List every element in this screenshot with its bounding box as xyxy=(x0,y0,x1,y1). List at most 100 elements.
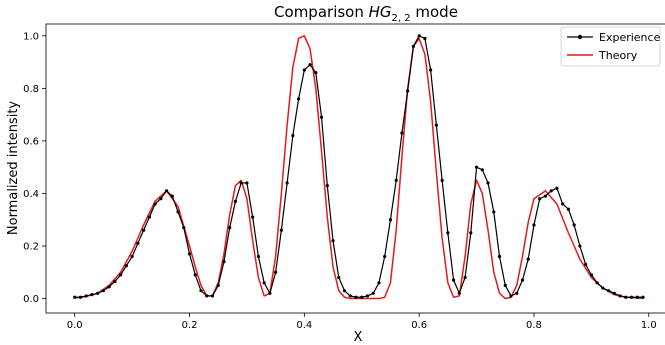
data-point-experience xyxy=(474,165,479,169)
data-point-experience xyxy=(348,294,352,298)
data-point-experience xyxy=(233,199,238,203)
y-tick-label: 1.0 xyxy=(23,31,39,42)
data-point-experience xyxy=(451,278,456,282)
title-subscript: 2, 2 xyxy=(392,13,411,24)
data-point-experience xyxy=(515,291,519,295)
data-point-experience xyxy=(641,295,645,299)
title-suffix: mode xyxy=(411,3,458,21)
data-point-experience xyxy=(342,289,347,293)
x-tick-label: 0.0 xyxy=(67,320,83,331)
data-point-experience xyxy=(113,279,117,284)
data-point-experience xyxy=(251,215,255,219)
data-point-experience xyxy=(268,291,272,295)
data-point-experience xyxy=(497,254,502,259)
data-point-experience xyxy=(423,36,427,41)
data-point-experience xyxy=(411,44,416,48)
data-point-experience xyxy=(159,197,163,201)
data-point-experience xyxy=(595,281,599,285)
data-point-experience xyxy=(543,194,548,198)
data-point-experience xyxy=(492,210,496,214)
data-point-experience xyxy=(446,231,450,235)
y-tick-label: 0.4 xyxy=(23,189,39,200)
data-point-experience xyxy=(319,115,324,119)
series-layer xyxy=(73,34,645,300)
title-prefix: Comparison xyxy=(274,3,369,21)
data-point-experience xyxy=(96,291,100,295)
data-point-experience xyxy=(228,226,232,230)
data-point-experience xyxy=(526,257,530,261)
data-point-experience xyxy=(205,294,209,298)
data-point-experience xyxy=(624,295,628,299)
data-point-experience xyxy=(394,178,398,182)
data-point-experience xyxy=(325,183,329,188)
data-point-experience xyxy=(549,189,553,193)
data-point-experience xyxy=(187,252,192,256)
data-point-experience xyxy=(130,254,134,259)
legend-label-theory: Theory xyxy=(598,49,638,62)
data-point-experience xyxy=(480,168,484,172)
data-point-experience xyxy=(124,264,128,268)
legend-marker-experience xyxy=(577,34,583,40)
series-line-theory xyxy=(74,35,644,300)
x-tick-label: 0.2 xyxy=(182,320,198,331)
x-tick-label: 0.8 xyxy=(526,320,542,331)
data-point-experience xyxy=(176,210,180,214)
data-point-experience xyxy=(629,295,634,299)
legend: Experience Theory xyxy=(560,26,661,67)
data-point-experience xyxy=(147,215,151,219)
y-axis-ticks: 0.0 0.2 0.4 0.6 0.8 1.0 xyxy=(23,31,46,305)
data-point-experience xyxy=(216,283,220,288)
data-point-experience xyxy=(308,63,312,67)
title-mode-name: HG xyxy=(369,3,392,21)
data-point-experience xyxy=(360,295,364,299)
y-tick-label: 0.0 xyxy=(23,294,39,305)
data-point-experience xyxy=(136,241,140,245)
legend-label-experience: Experience xyxy=(599,31,661,44)
data-point-experience xyxy=(210,294,215,298)
data-point-experience xyxy=(469,231,473,235)
data-point-experience xyxy=(606,289,611,293)
x-tick-label: 0.6 xyxy=(411,320,427,331)
data-point-experience xyxy=(256,254,261,259)
data-point-experience xyxy=(509,294,513,298)
data-point-experience xyxy=(262,281,266,285)
data-point-experience xyxy=(618,294,622,298)
data-point-experience xyxy=(400,131,404,135)
data-point-experience xyxy=(561,202,565,206)
data-point-experience xyxy=(417,34,421,38)
data-point-experience xyxy=(429,68,433,72)
data-point-experience xyxy=(612,291,616,295)
x-axis-label: X xyxy=(354,330,363,345)
data-point-experience xyxy=(153,202,157,206)
data-point-experience xyxy=(520,278,525,282)
data-point-experience xyxy=(337,275,341,280)
y-tick-label: 0.6 xyxy=(23,136,39,147)
data-point-experience xyxy=(170,194,174,198)
data-point-experience xyxy=(101,289,106,293)
data-point-experience xyxy=(274,270,278,274)
data-point-experience xyxy=(566,207,571,211)
plot-frame xyxy=(45,23,665,314)
data-point-experience xyxy=(434,123,438,127)
data-point-experience xyxy=(73,295,77,299)
x-tick-label: 1.0 xyxy=(641,320,657,331)
data-point-experience xyxy=(314,71,318,75)
data-point-experience xyxy=(572,223,576,227)
data-point-experience xyxy=(141,228,146,232)
data-point-experience xyxy=(589,273,593,277)
data-point-experience xyxy=(291,134,295,138)
data-point-experience xyxy=(193,273,197,277)
data-point-experience xyxy=(406,89,410,93)
data-point-experience xyxy=(383,254,387,259)
data-point-experience xyxy=(601,286,605,290)
data-point-experience xyxy=(245,181,249,185)
data-point-experience xyxy=(164,189,169,193)
data-point-experience xyxy=(578,244,582,248)
data-point-experience xyxy=(354,295,358,299)
data-point-experience xyxy=(119,273,123,277)
data-point-experience xyxy=(302,68,306,72)
data-point-experience xyxy=(296,97,301,101)
data-point-experience xyxy=(635,295,639,299)
data-point-experience xyxy=(107,285,111,289)
